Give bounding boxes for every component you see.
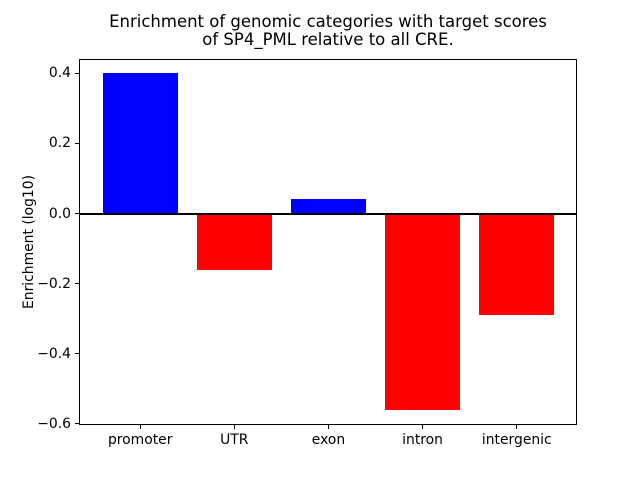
bar-intergenic: [479, 213, 555, 316]
chart-title-line-1: Enrichment of genomic categories with ta…: [109, 12, 547, 31]
x-tick-mark: [233, 425, 235, 429]
y-tick-label-−0.4: −0.4: [37, 345, 71, 362]
y-tick-mark: [75, 213, 79, 214]
bar-promoter: [102, 73, 178, 214]
x-tick-mark: [516, 425, 518, 429]
x-tick-mark: [139, 425, 141, 429]
bar-exon: [290, 199, 367, 214]
x-tick-label-intergenic: intergenic: [481, 432, 552, 448]
y-tick-mark: [75, 353, 79, 355]
x-tick-mark: [328, 425, 329, 429]
chart-title-line-2: of SP4_PML relative to all CRE.: [202, 30, 454, 49]
x-tick-label-exon: exon: [311, 432, 346, 448]
chart-title: Enrichment of genomic categories with ta…: [109, 13, 547, 49]
y-tick-label-0.2: 0.2: [48, 135, 71, 152]
x-tick-label-UTR: UTR: [220, 432, 249, 448]
y-tick-mark: [75, 283, 79, 284]
bar-UTR: [196, 213, 272, 270]
y-tick-mark: [75, 72, 79, 74]
y-tick-mark: [75, 423, 79, 425]
y-tick-label-−0.6: −0.6: [37, 415, 71, 432]
x-tick-label-promoter: promoter: [107, 432, 173, 448]
y-tick-label-0.4: 0.4: [48, 65, 71, 82]
x-tick-mark: [422, 425, 424, 429]
zero-line: [79, 212, 577, 215]
bar-intron: [385, 213, 461, 410]
y-tick-mark: [75, 142, 79, 144]
y-tick-label-0.0: 0.0: [48, 205, 71, 222]
x-tick-label-intron: intron: [402, 432, 443, 448]
y-tick-label-−0.2: −0.2: [37, 275, 71, 292]
